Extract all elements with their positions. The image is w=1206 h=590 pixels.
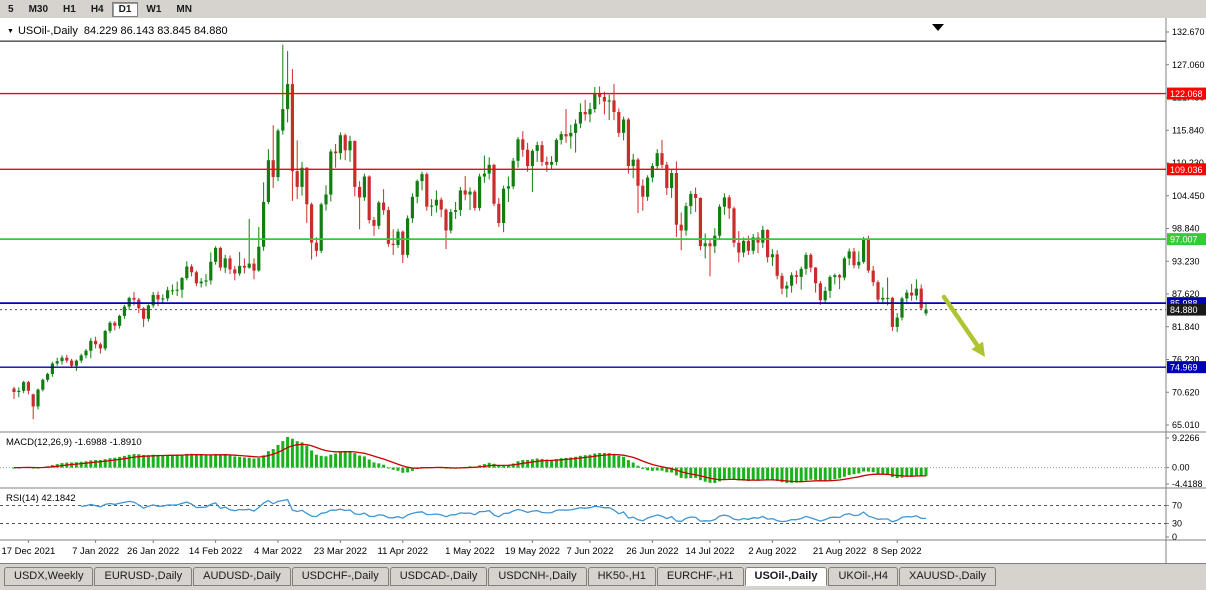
chart-background [0,18,1206,563]
macd-label: MACD(12,26,9) -1.6988 -1.8910 [6,437,142,448]
svg-text:109.036: 109.036 [1170,165,1203,175]
chart-tabs-bar: USDX,Weekly EURUSD-,Daily AUDUSD-,Daily USD… [0,563,1206,590]
time-axis-label: 1 May 2022 [445,546,495,557]
chart-tab-audusd-daily[interactable]: AUDUSD-,Daily [193,567,291,586]
rsi-axis-label: 70 [1172,501,1182,511]
chart-tab-usdchf-daily[interactable]: USDCHF-,Daily [291,567,389,586]
time-axis-label: 14 Feb 2022 [189,546,242,557]
time-axis-label: 14 Jul 2022 [685,546,734,557]
price-axis-label: 81.840 [1172,322,1200,332]
rsi-label: RSI(14) 42.1842 [6,493,76,504]
time-axis-label: 2 Aug 2022 [748,546,796,557]
chart-tab-usdcnh-daily[interactable]: USDCNH-,Daily [488,567,587,586]
chart-ohlc-values: 84.229 86.143 83.845 84.880 [83,25,228,37]
time-axis-label: 26 Jun 2022 [626,546,678,557]
chart-tab-hk50-h1[interactable]: HK50-,H1 [587,567,656,586]
chart-tab-usdcad-daily[interactable]: USDCAD-,Daily [389,567,488,586]
price-axis-label: 110.230 [1172,158,1204,168]
time-axis-label: 4 Mar 2022 [254,546,302,557]
timeframe-button-mn[interactable]: MN [176,3,192,15]
time-axis[interactable]: 17 Dec 2021 7 Jan 2022 26 Jan 2022 14 Feb 2… [1,540,922,557]
rsi-axis-label: 30 [1172,519,1182,529]
price-axis-label: 115.840 [1172,125,1204,135]
rsi-axis-label: 0 [1172,532,1177,542]
time-axis-label: 26 Jan 2022 [127,546,179,557]
macd-axis-label: -4.4188 [1172,479,1203,489]
macd-axis-label: 0.00 [1172,463,1190,473]
price-axis-label: 104.450 [1172,191,1205,201]
price-axis[interactable]: 132.670127.060121.450115.840110.230104.4… [1166,27,1205,430]
macd-axis-label: 9.2266 [1172,433,1200,443]
price-axis-label: 87.620 [1172,289,1200,299]
svg-text:84.880: 84.880 [1170,305,1198,315]
timeframe-toolbar: 5 M30 H1 H4 D1 W1 MN [0,0,1206,19]
chart-tab-xauusd-daily[interactable]: XAUUSD-,Daily [899,567,997,586]
price-axis-label: 65.010 [1172,420,1200,430]
time-axis-label: 21 Aug 2022 [813,546,866,557]
time-axis-label: 23 Mar 2022 [314,546,367,557]
timeframe-button-h4[interactable]: H4 [90,3,104,15]
timeframe-button-h1[interactable]: H1 [63,3,76,15]
price-tag-74-969: 74.969 [1167,361,1206,374]
chart-tab-usoil-daily[interactable]: USOil-,Daily [744,567,828,586]
timeframe-button-d1[interactable]: D1 [111,1,139,17]
chart-tab-eurusd-daily[interactable]: EURUSD-,Daily [94,567,193,586]
price-axis-label: 70.620 [1172,387,1200,397]
current-candle [924,309,928,314]
timeframe-button-5[interactable]: 5 [8,3,14,15]
price-axis-label: 93.230 [1172,256,1200,266]
candlestick-series [12,44,928,420]
price-tag-109-036: 109.036 [1167,163,1206,176]
macd-signal-line [14,443,926,483]
time-axis-label: 17 Dec 2021 [1,546,55,557]
price-tag-122-068: 122.068 [1167,87,1206,100]
chart-title: ▼ USOil-,Daily 84.229 86.143 83.845 84.880 [7,25,228,37]
chart-window: ▼ USOil-,Daily 84.229 86.143 83.845 84.880… [0,18,1206,563]
chart-shift-marker[interactable] [932,24,944,31]
chart-tab-usdx-weekly[interactable]: USDX,Weekly [4,567,94,586]
price-axis-label: 76.230 [1172,355,1200,365]
chart-symbol-label: USOil-,Daily [17,25,78,37]
timeframe-button-w1[interactable]: W1 [146,3,162,15]
time-axis-label: 7 Jun 2022 [566,546,613,557]
timeframe-button-m30[interactable]: M30 [28,3,49,15]
chart-dropdown-icon[interactable]: ▼ [7,28,14,35]
time-axis-label: 7 Jan 2022 [72,546,119,557]
rsi-line [81,498,927,523]
chart-tab-ukoil-h4[interactable]: UKOil-,H4 [828,567,898,586]
price-axis-label: 127.060 [1172,60,1205,70]
price-axis-label: 132.670 [1172,27,1205,37]
current-price-tag: 84.880 [1167,303,1206,316]
time-axis-label: 8 Sep 2022 [873,546,922,557]
time-axis-label: 11 Apr 2022 [378,546,429,557]
arrow-object[interactable] [941,294,985,357]
chart-tab-eurchf-h1[interactable]: EURCHF-,H1 [656,567,744,586]
chart-canvas[interactable]: 132.670127.060121.450115.840110.230104.4… [0,18,1206,563]
price-axis-label: 98.840 [1172,224,1200,234]
time-axis-label: 19 May 2022 [505,546,560,557]
svg-text:122.068: 122.068 [1170,89,1203,99]
price-tag-97-007: 97.007 [1167,233,1206,246]
svg-text:97.007: 97.007 [1170,235,1198,245]
svg-text:74.969: 74.969 [1170,363,1198,373]
